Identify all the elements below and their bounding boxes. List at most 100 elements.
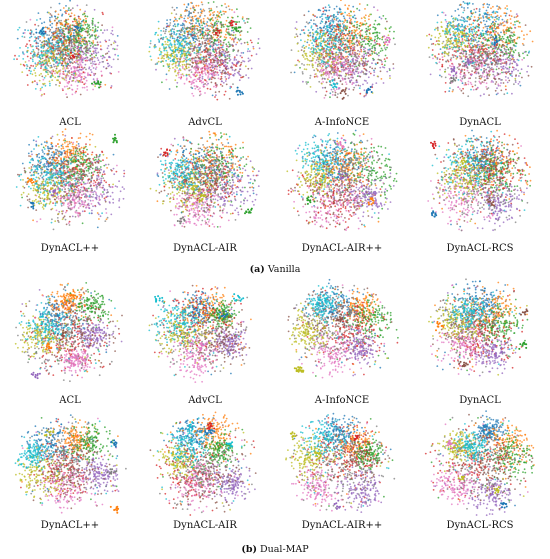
embedding-point — [73, 14, 76, 17]
embedding-point — [235, 54, 238, 56]
embedding-point — [177, 64, 180, 67]
embedding-point — [97, 80, 100, 83]
embedding-point — [360, 38, 363, 41]
embedding-point — [309, 74, 312, 77]
embedding-point — [29, 72, 32, 75]
embedding-point — [78, 42, 81, 45]
embedding-point — [161, 56, 164, 59]
embedding-point — [193, 44, 196, 47]
embedding-point — [328, 9, 331, 12]
embedding-point — [46, 52, 48, 55]
embedding-point — [295, 33, 298, 36]
embedding-point — [205, 47, 208, 49]
embedding-point — [78, 15, 80, 18]
embedding-point — [71, 59, 74, 61]
embedding-point — [365, 69, 368, 72]
embedding-point — [206, 21, 209, 23]
embedding-point — [57, 28, 60, 30]
embedding-point — [49, 84, 51, 87]
embedding-point — [62, 70, 65, 73]
embedding-point — [201, 30, 204, 32]
embedding-point — [94, 28, 97, 30]
embedding-point — [225, 65, 227, 68]
embedding-point — [40, 67, 42, 69]
embedding-point — [351, 83, 354, 86]
embedding-point — [205, 44, 208, 47]
embedding-point — [493, 25, 496, 28]
embedding-point — [249, 39, 252, 42]
embedding-point — [178, 35, 180, 38]
embedding-point — [191, 65, 194, 67]
embedding-point — [195, 63, 198, 66]
embedding-point — [327, 29, 329, 31]
embedding-point — [30, 30, 33, 33]
embedding-point — [358, 44, 361, 46]
embedding-point — [352, 48, 355, 51]
embedding-point — [341, 89, 344, 92]
embedding-point — [204, 39, 206, 42]
embedding-point — [173, 55, 176, 58]
embedding-point — [190, 30, 192, 33]
embedding-point — [203, 70, 206, 72]
embedding-point — [44, 26, 47, 29]
embedding-point — [198, 40, 201, 42]
embedding-point — [354, 30, 357, 33]
embedding-point — [228, 74, 231, 77]
embedding-point — [57, 43, 60, 45]
embedding-point — [108, 55, 111, 58]
embedding-point — [363, 67, 366, 70]
embedding-point — [338, 56, 341, 59]
embedding-point — [523, 34, 525, 36]
embedding-point — [326, 59, 329, 61]
embedding-point — [322, 38, 325, 40]
embedding-point — [480, 17, 482, 19]
embedding-point — [49, 20, 52, 23]
embedding-point — [333, 8, 336, 10]
embedding-point — [318, 55, 321, 57]
embedding-point — [394, 43, 396, 46]
embedding-point — [246, 31, 249, 33]
embedding-point — [64, 70, 67, 73]
embedding-point — [76, 21, 79, 24]
embedding-point — [174, 65, 177, 68]
embedding-point — [369, 24, 372, 26]
embedding-point — [506, 26, 509, 29]
embedding-point — [203, 60, 206, 63]
embedding-point — [63, 85, 66, 88]
embedding-point — [352, 15, 354, 18]
embedding-point — [43, 21, 46, 24]
embedding-point — [371, 67, 374, 70]
embedding-point — [324, 54, 327, 57]
embedding-point — [304, 58, 306, 60]
embedding-point — [175, 13, 178, 15]
embedding-point — [218, 12, 221, 15]
embedding-point — [374, 67, 377, 70]
embedding-point — [219, 43, 222, 45]
embedding-point — [26, 43, 28, 46]
embedding-point — [322, 32, 324, 35]
embedding-point — [473, 26, 476, 29]
embedding-point — [512, 50, 515, 53]
embedding-point — [162, 46, 165, 48]
embedding-point — [373, 74, 375, 77]
embedding-point — [329, 32, 331, 35]
embedding-point — [17, 28, 19, 31]
embedding-point — [87, 73, 89, 76]
embedding-point — [315, 75, 317, 78]
embedding-point — [295, 28, 298, 31]
embedding-point — [82, 38, 84, 41]
embedding-point — [258, 47, 261, 50]
embedding-point — [308, 21, 311, 24]
embedding-point — [60, 47, 62, 49]
embedding-point — [214, 53, 217, 56]
embedding-point — [204, 79, 207, 82]
embedding-point — [219, 39, 222, 42]
embedding-point — [357, 84, 360, 87]
embedding-point — [221, 69, 224, 72]
embedding-point — [197, 4, 200, 7]
embedding-point — [49, 82, 51, 85]
embedding-point — [209, 9, 211, 12]
embedding-point — [361, 55, 364, 57]
embedding-point — [330, 20, 332, 22]
embedding-point — [183, 63, 186, 66]
